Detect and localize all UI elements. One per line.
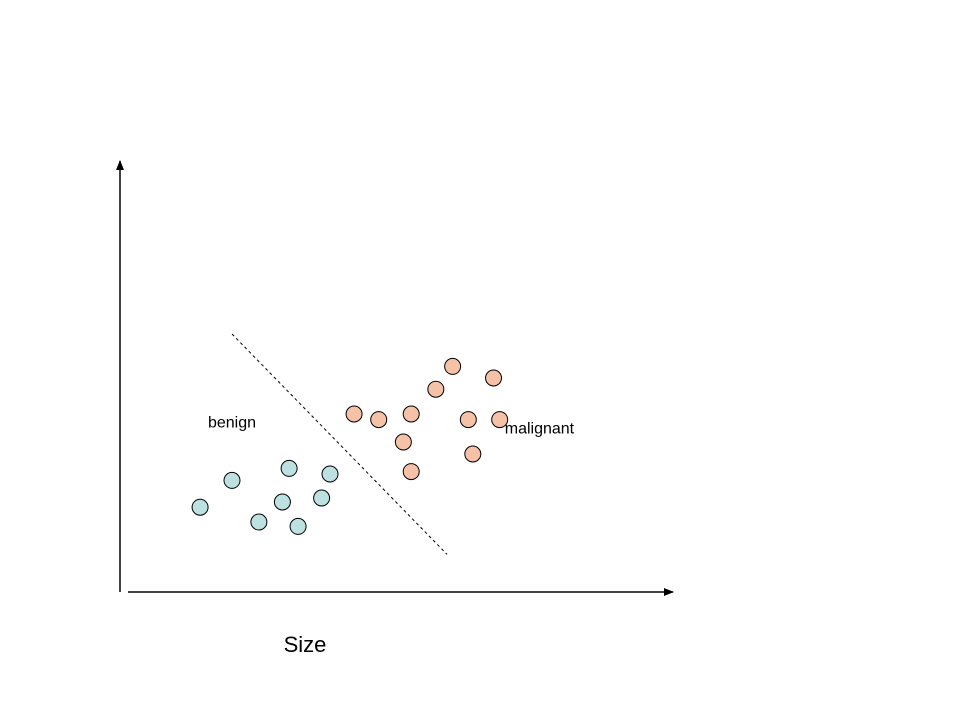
x-axis-label: Size bbox=[284, 632, 327, 657]
point-malignant-9 bbox=[485, 369, 503, 387]
data-points bbox=[191, 357, 509, 535]
point-benign-5 bbox=[289, 517, 307, 535]
point-malignant-5 bbox=[427, 380, 445, 398]
point-benign-3 bbox=[273, 493, 291, 511]
point-benign-4 bbox=[280, 459, 298, 477]
point-malignant-8 bbox=[464, 445, 482, 463]
point-malignant-3 bbox=[402, 405, 420, 423]
point-malignant-7 bbox=[459, 411, 477, 429]
point-malignant-6 bbox=[444, 357, 462, 375]
annotation-malignant: malignant bbox=[505, 421, 575, 438]
axes bbox=[116, 160, 674, 596]
annotations: benign malignant bbox=[208, 415, 575, 438]
point-benign-0 bbox=[191, 498, 209, 516]
annotation-benign: benign bbox=[208, 415, 256, 432]
point-benign-2 bbox=[250, 513, 268, 531]
point-malignant-4 bbox=[402, 463, 420, 481]
point-malignant-10 bbox=[491, 411, 509, 429]
point-malignant-2 bbox=[394, 433, 412, 451]
point-benign-6 bbox=[313, 489, 331, 507]
point-benign-1 bbox=[223, 471, 241, 489]
point-malignant-1 bbox=[370, 411, 388, 429]
point-benign-7 bbox=[321, 465, 339, 483]
point-malignant-0 bbox=[345, 405, 363, 423]
